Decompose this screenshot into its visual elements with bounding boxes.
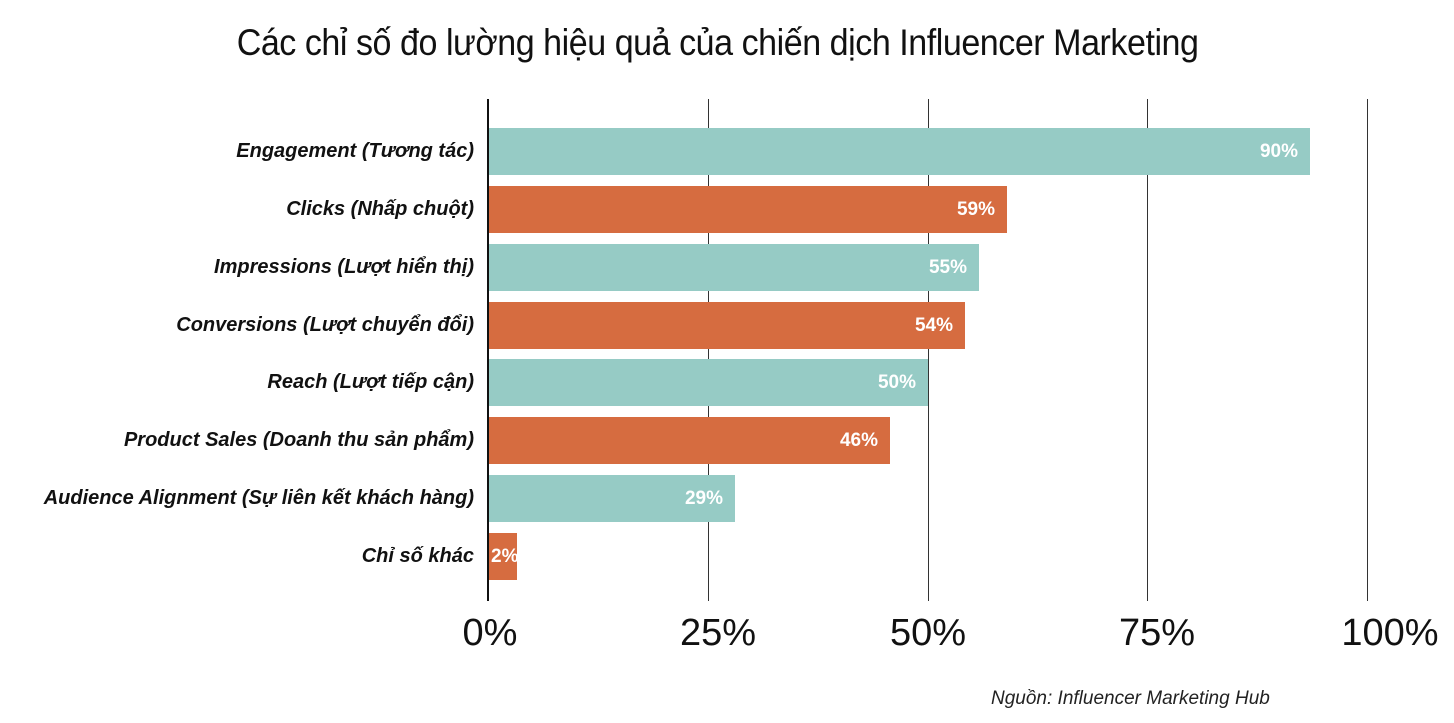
bar-value-label: 54% <box>914 314 953 336</box>
bar-value-label: 29% <box>684 487 723 509</box>
bar-value-label: 90% <box>1259 140 1298 162</box>
x-tick-label: 0% <box>462 612 518 654</box>
source-note: Nguồn: Influencer Marketing Hub <box>991 688 1270 709</box>
x-tick-label: 50% <box>889 612 967 654</box>
gridline-100 <box>1367 99 1368 601</box>
category-label: Impressions (Lượt hiển thị) <box>214 256 474 278</box>
x-tick-label: 25% <box>679 612 757 654</box>
bar: 50% <box>489 359 928 406</box>
gridline-75 <box>1147 99 1148 601</box>
bar: 54% <box>489 302 965 349</box>
bar-value-label: 55% <box>928 256 967 278</box>
category-label: Conversions (Lượt chuyển đổi) <box>176 314 474 336</box>
bar-value-label: 2% <box>491 545 517 567</box>
bar: 29% <box>489 475 735 522</box>
bar: 59% <box>489 186 1007 233</box>
x-tick-label: 75% <box>1118 612 1196 654</box>
bar: 90% <box>489 128 1310 175</box>
x-tick-label: 100% <box>1341 612 1439 654</box>
gridline-25 <box>708 99 709 601</box>
category-label: Clicks (Nhấp chuột) <box>286 198 474 220</box>
bar-value-label: 46% <box>839 429 878 451</box>
category-label: Product Sales (Doanh thu sản phẩm) <box>123 429 474 451</box>
bar-value-label: 50% <box>877 371 916 393</box>
bar-value-label: 59% <box>956 198 995 220</box>
bar: 46% <box>489 417 890 464</box>
category-label: Engagement (Tương tác) <box>236 140 474 162</box>
bar: 2% <box>489 533 517 580</box>
chart-title: Các chỉ số đo lường hiệu quả của chiến d… <box>236 22 1199 63</box>
bar: 55% <box>489 244 979 291</box>
gridline-50 <box>928 99 929 601</box>
y-axis-line <box>487 99 489 601</box>
category-label: Audience Alignment (Sự liên kết khách hà… <box>43 487 474 509</box>
category-label: Chỉ số khác <box>361 545 474 567</box>
category-label: Reach (Lượt tiếp cận) <box>267 371 474 393</box>
